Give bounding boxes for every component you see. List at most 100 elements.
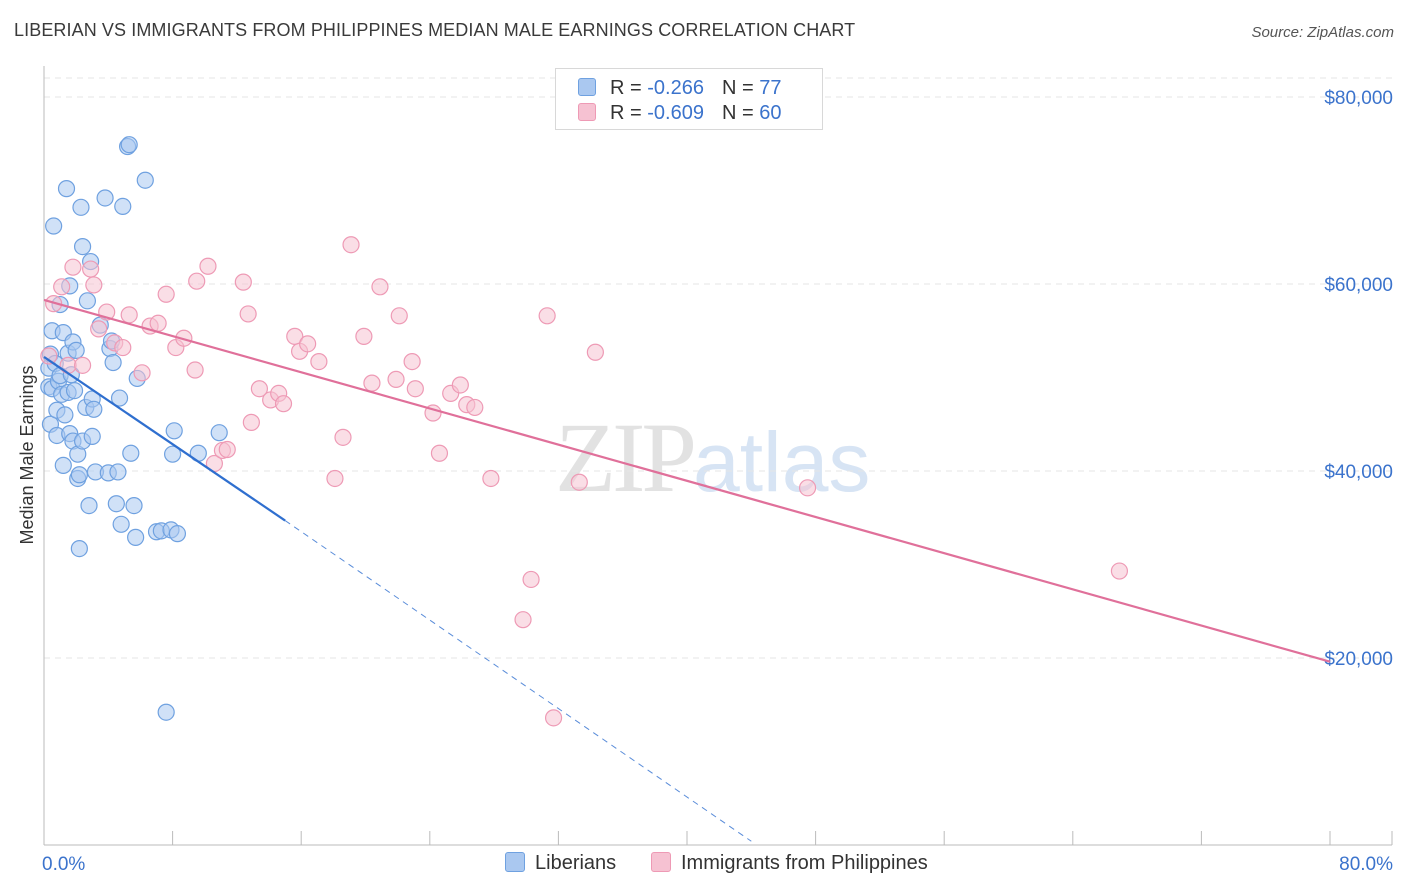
- point-philippines: [570, 473, 588, 491]
- chart-title: LIBERIAN VS IMMIGRANTS FROM PHILIPPINES …: [14, 20, 856, 40]
- legend-n-value-philippines: 60: [759, 102, 782, 124]
- point-philippines: [363, 374, 381, 392]
- x-tick-label-max: 80.0%: [1339, 854, 1393, 875]
- legend-item-philippines[interactable]: Immigrants from Philippines: [651, 852, 928, 875]
- point-liberians: [157, 703, 175, 721]
- point-philippines: [40, 347, 58, 365]
- correlation-legend: R = -0.266 N = 77 R = -0.609 N = 60: [555, 68, 823, 130]
- point-liberians: [96, 189, 114, 207]
- legend-r-value-philippines: -0.609: [647, 102, 704, 124]
- point-philippines: [85, 276, 103, 294]
- point-philippines: [544, 709, 563, 727]
- point-philippines: [53, 278, 71, 296]
- point-philippines: [406, 380, 424, 398]
- point-philippines: [299, 335, 317, 353]
- point-liberians: [72, 198, 90, 216]
- point-philippines: [133, 364, 151, 382]
- trendline-liberians: [43, 356, 286, 522]
- legend-item-liberians[interactable]: Liberians: [505, 852, 616, 875]
- series-legend: Liberians Immigrants from Philippines: [0, 852, 1406, 878]
- point-liberians: [70, 540, 88, 558]
- point-liberians: [85, 400, 103, 418]
- legend-n-value-liberians: 77: [759, 77, 782, 99]
- point-liberians: [78, 292, 97, 310]
- point-philippines: [64, 258, 82, 276]
- y-axis-label: Median Male Earnings: [17, 365, 37, 544]
- point-philippines: [218, 440, 236, 459]
- point-philippines: [1110, 562, 1129, 580]
- point-philippines: [310, 353, 328, 371]
- point-philippines: [59, 356, 77, 374]
- point-philippines: [186, 361, 204, 379]
- point-philippines: [538, 307, 556, 325]
- watermark-atlas: atlas: [693, 415, 871, 509]
- watermark-zip: ZIP: [555, 402, 697, 513]
- point-philippines: [157, 285, 175, 303]
- point-liberians: [70, 466, 88, 484]
- trendline-philippines: [43, 298, 1331, 663]
- point-liberians: [57, 180, 76, 198]
- point-philippines: [239, 305, 257, 323]
- point-philippines: [242, 413, 260, 431]
- point-liberians: [45, 217, 63, 235]
- point-philippines: [326, 469, 344, 488]
- point-liberians: [164, 445, 182, 463]
- point-philippines: [90, 320, 108, 338]
- source-label: Source: ZipAtlas.com: [1251, 24, 1394, 41]
- point-philippines: [250, 380, 269, 398]
- trendline-liberians-extrapolated: [284, 520, 752, 842]
- legend-swatch-philippines: [651, 852, 671, 872]
- point-philippines: [342, 236, 360, 254]
- point-philippines: [82, 260, 100, 278]
- watermark: ZIPatlas: [555, 400, 870, 515]
- y-tick-label: $20,000: [1324, 649, 1393, 670]
- point-philippines: [274, 395, 293, 413]
- legend-label-liberians: Liberians: [535, 852, 617, 874]
- point-philippines: [120, 306, 138, 324]
- y-tick-label: $80,000: [1324, 88, 1393, 109]
- legend-r-label: R =: [610, 102, 648, 124]
- point-philippines: [522, 570, 540, 589]
- point-liberians: [168, 525, 187, 543]
- legend-row-liberians: R = -0.266 N = 77: [578, 77, 781, 101]
- point-philippines: [149, 314, 167, 332]
- point-philippines: [798, 479, 817, 497]
- point-philippines: [403, 353, 421, 371]
- point-liberians: [80, 496, 98, 515]
- point-philippines: [199, 257, 217, 275]
- point-liberians: [83, 427, 101, 446]
- point-liberians: [112, 515, 130, 533]
- point-liberians: [73, 238, 92, 256]
- point-philippines: [387, 370, 405, 388]
- point-philippines: [586, 343, 604, 361]
- point-philippines: [355, 327, 373, 345]
- point-liberians: [107, 495, 125, 513]
- legend-r-value-liberians: -0.266: [647, 77, 704, 99]
- point-philippines: [466, 398, 484, 417]
- point-liberians: [65, 381, 84, 400]
- legend-swatch-blue: [578, 78, 596, 96]
- point-philippines: [482, 469, 500, 488]
- point-liberians: [120, 136, 138, 154]
- point-liberians: [110, 389, 129, 407]
- legend-n-label: N =: [721, 102, 760, 124]
- y-tick-label: $40,000: [1324, 462, 1393, 483]
- point-philippines: [371, 278, 389, 296]
- point-liberians: [136, 171, 154, 189]
- point-liberians: [210, 424, 228, 442]
- point-philippines: [234, 273, 252, 291]
- point-liberians: [127, 528, 145, 546]
- point-liberians: [54, 456, 72, 474]
- point-liberians: [104, 353, 122, 372]
- legend-label-philippines: Immigrants from Philippines: [681, 852, 928, 874]
- legend-swatch-pink: [578, 103, 596, 121]
- point-liberians: [165, 422, 183, 440]
- point-liberians: [67, 341, 85, 359]
- legend-n-label: N =: [721, 77, 760, 99]
- point-philippines: [390, 307, 408, 325]
- legend-swatch-liberians: [505, 852, 525, 872]
- point-philippines: [188, 272, 206, 290]
- point-liberians: [125, 496, 143, 515]
- point-philippines: [73, 356, 92, 374]
- legend-row-philippines: R = -0.609 N = 60: [578, 102, 781, 126]
